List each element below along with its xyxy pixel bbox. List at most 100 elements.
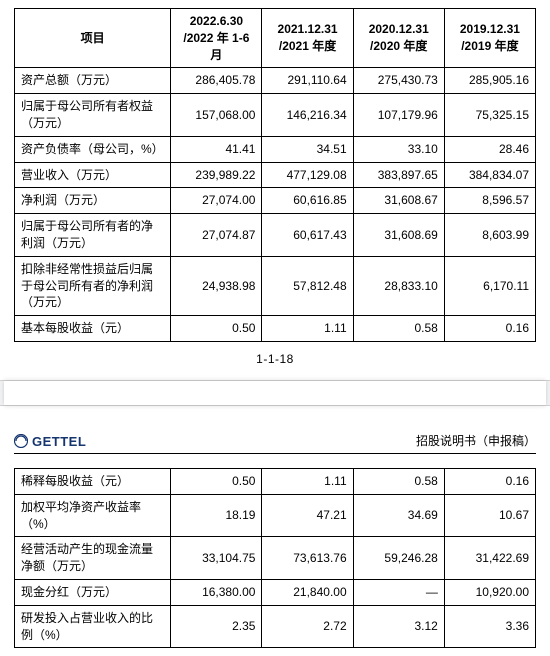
cell: 0.50 (171, 468, 262, 494)
table-row: 研发投入占营业收入的比例（%） 2.35 2.72 3.12 3.36 (15, 605, 536, 648)
page-header: GETTEL 招股说明书（申报稿） (14, 414, 536, 454)
table-row: 扣除非经常性损益后归属于母公司所有者的净利润（万元） 24,938.98 57,… (15, 256, 536, 315)
cell: 157,068.00 (171, 94, 262, 137)
col-header-2021: 2021.12.31 /2021 年度 (262, 9, 353, 68)
cell: 27,074.00 (171, 188, 262, 214)
cell: 57,812.48 (262, 256, 353, 315)
financial-table-1: 项目 2022.6.30 /2022 年 1-6 月 2021.12.31 /2… (14, 8, 536, 342)
cell: 383,897.65 (353, 162, 444, 188)
row-label: 扣除非经常性损益后归属于母公司所有者的净利润（万元） (15, 256, 171, 315)
table-row: 资产负债率（母公司，%） 41.41 34.51 33.10 28.46 (15, 136, 536, 162)
row-label: 现金分红（万元） (15, 579, 171, 605)
cell: 73,613.76 (262, 537, 353, 580)
cell: 384,834.07 (444, 162, 535, 188)
table-row: 净利润（万元） 27,074.00 60,616.85 31,608.67 8,… (15, 188, 536, 214)
cell: 60,616.85 (262, 188, 353, 214)
cell: 239,989.22 (171, 162, 262, 188)
cell: 3.36 (444, 605, 535, 648)
cell: 75,325.15 (444, 94, 535, 137)
table1-head: 项目 2022.6.30 /2022 年 1-6 月 2021.12.31 /2… (15, 9, 536, 68)
row-label: 归属于母公司所有者的净利润（万元） (15, 214, 171, 257)
cell: 146,216.34 (262, 94, 353, 137)
cell: 107,179.96 (353, 94, 444, 137)
page-break (0, 380, 550, 406)
page-lower: GETTEL 招股说明书（申报稿） 稀释每股收益（元） 0.50 1.11 0.… (0, 406, 550, 656)
cell: 10.67 (444, 494, 535, 537)
cell: 275,430.73 (353, 68, 444, 94)
table-row: 经营活动产生的现金流量净额（万元） 33,104.75 73,613.76 59… (15, 537, 536, 580)
col-header-line1: 2021.12.31 /2021 年度 (278, 22, 338, 53)
cell: 1.11 (262, 468, 353, 494)
cell: 41.41 (171, 136, 262, 162)
table2-body: 稀释每股收益（元） 0.50 1.11 0.58 0.16 加权平均净资产收益率… (15, 468, 536, 647)
cell: 33,104.75 (171, 537, 262, 580)
cell: 6,170.11 (444, 256, 535, 315)
row-label: 归属于母公司所有者权益（万元） (15, 94, 171, 137)
table-row: 营业收入（万元） 239,989.22 477,129.08 383,897.6… (15, 162, 536, 188)
table-row: 加权平均净资产收益率（%） 18.19 47.21 34.69 10.67 (15, 494, 536, 537)
col-header-item: 项目 (15, 9, 171, 68)
cell: 10,920.00 (444, 579, 535, 605)
col-header-2019: 2019.12.31 /2019 年度 (444, 9, 535, 68)
cell: 21,840.00 (262, 579, 353, 605)
cell: 33.10 (353, 136, 444, 162)
row-label: 净利润（万元） (15, 188, 171, 214)
cell: 0.58 (353, 468, 444, 494)
row-label: 资产负债率（母公司，%） (15, 136, 171, 162)
cell: 0.16 (444, 316, 535, 342)
brand-block: GETTEL (14, 434, 86, 449)
cell: 34.51 (262, 136, 353, 162)
col-header-line1: 2019.12.31 /2019 年度 (460, 22, 520, 53)
table-row: 稀释每股收益（元） 0.50 1.11 0.58 0.16 (15, 468, 536, 494)
doc-title: 招股说明书（申报稿） (416, 432, 536, 449)
row-label: 加权平均净资产收益率（%） (15, 494, 171, 537)
brand-logo-icon (14, 434, 28, 448)
cell: 16,380.00 (171, 579, 262, 605)
cell: 477,129.08 (262, 162, 353, 188)
table1-body: 资产总额（万元） 286,405.78 291,110.64 275,430.7… (15, 68, 536, 342)
cell: 47.21 (262, 494, 353, 537)
cell: 28.46 (444, 136, 535, 162)
cell: 18.19 (171, 494, 262, 537)
cell: — (353, 579, 444, 605)
col-header-2020: 2020.12.31 /2020 年度 (353, 9, 444, 68)
col-header-2022h1: 2022.6.30 /2022 年 1-6 月 (171, 9, 262, 68)
cell: 0.58 (353, 316, 444, 342)
cell: 291,110.64 (262, 68, 353, 94)
row-label: 资产总额（万元） (15, 68, 171, 94)
cell: 3.12 (353, 605, 444, 648)
cell: 2.72 (262, 605, 353, 648)
table-row: 归属于母公司所有者权益（万元） 157,068.00 146,216.34 10… (15, 94, 536, 137)
table-row: 归属于母公司所有者的净利润（万元） 27,074.87 60,617.43 31… (15, 214, 536, 257)
row-label: 营业收入（万元） (15, 162, 171, 188)
cell: 28,833.10 (353, 256, 444, 315)
cell: 59,246.28 (353, 537, 444, 580)
cell: 286,405.78 (171, 68, 262, 94)
table-row: 资产总额（万元） 286,405.78 291,110.64 275,430.7… (15, 68, 536, 94)
financial-table-2: 稀释每股收益（元） 0.50 1.11 0.58 0.16 加权平均净资产收益率… (14, 468, 536, 648)
table-header-row: 项目 2022.6.30 /2022 年 1-6 月 2021.12.31 /2… (15, 9, 536, 68)
cell: 24,938.98 (171, 256, 262, 315)
cell: 8,603.99 (444, 214, 535, 257)
table-row: 基本每股收益（元） 0.50 1.11 0.58 0.16 (15, 316, 536, 342)
cell: 31,422.69 (444, 537, 535, 580)
cell: 34.69 (353, 494, 444, 537)
cell: 27,074.87 (171, 214, 262, 257)
cell: 1.11 (262, 316, 353, 342)
row-label: 基本每股收益（元） (15, 316, 171, 342)
cell: 2.35 (171, 605, 262, 648)
row-label: 经营活动产生的现金流量净额（万元） (15, 537, 171, 580)
cell: 0.16 (444, 468, 535, 494)
cell: 285,905.16 (444, 68, 535, 94)
table-row: 现金分红（万元） 16,380.00 21,840.00 — 10,920.00 (15, 579, 536, 605)
brand-text: GETTEL (32, 434, 86, 449)
page-number: 1-1-18 (14, 352, 536, 366)
cell: 31,608.69 (353, 214, 444, 257)
row-label: 稀释每股收益（元） (15, 468, 171, 494)
cell: 60,617.43 (262, 214, 353, 257)
col-header-line1: 2020.12.31 /2020 年度 (369, 22, 429, 53)
cell: 8,596.57 (444, 188, 535, 214)
cell: 31,608.67 (353, 188, 444, 214)
row-label: 研发投入占营业收入的比例（%） (15, 605, 171, 648)
col-header-line1: 2022.6.30 /2022 年 1-6 月 (183, 14, 249, 62)
